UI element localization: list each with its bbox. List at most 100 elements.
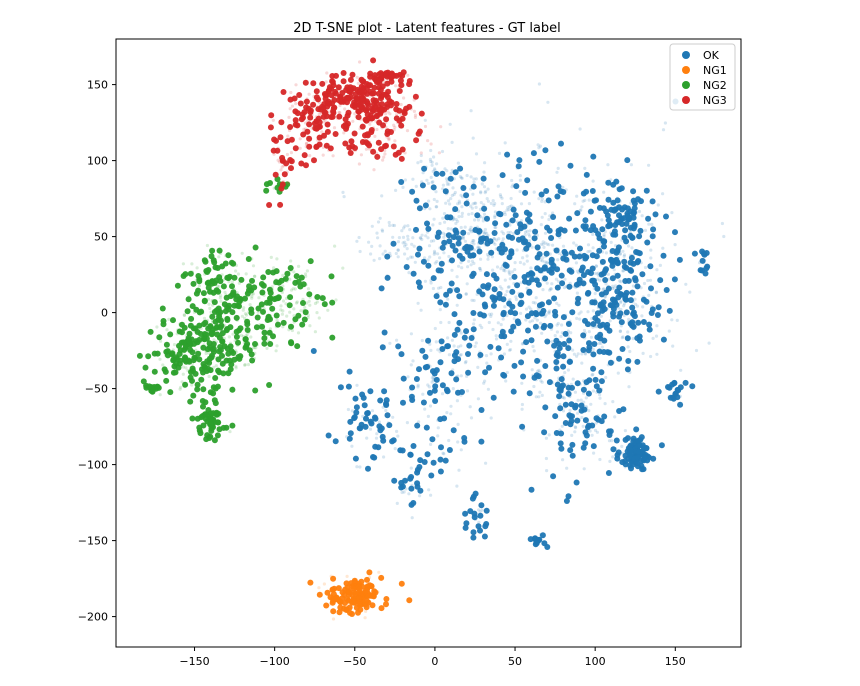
data-point-ng1 — [372, 589, 379, 596]
data-point-ok — [595, 272, 599, 276]
data-point-ok — [463, 239, 467, 243]
data-point-ok — [515, 236, 522, 243]
data-point-ng3 — [384, 112, 388, 116]
data-point-ng2 — [296, 331, 301, 335]
data-point-ok — [537, 82, 542, 86]
data-point-ok — [545, 299, 552, 306]
data-point-ok — [465, 389, 470, 393]
data-point-ok — [482, 523, 489, 530]
data-point-ok — [509, 303, 516, 310]
data-point-ok — [401, 235, 406, 239]
data-point-ok — [628, 349, 632, 354]
data-point-ng2 — [208, 427, 215, 434]
data-point-ng2 — [220, 283, 227, 290]
data-point-ng3 — [287, 115, 291, 119]
data-point-ok — [531, 235, 538, 242]
data-point-ok — [470, 298, 474, 302]
data-point-ng2 — [236, 316, 240, 320]
data-point-ng3 — [406, 73, 410, 77]
data-point-ok — [599, 314, 603, 318]
data-point-ok — [608, 256, 615, 263]
data-point-ng2 — [263, 187, 270, 194]
data-point-ng2 — [185, 296, 192, 303]
data-point-ng3 — [395, 113, 399, 117]
data-point-ok — [621, 258, 628, 265]
data-point-ok — [421, 392, 425, 396]
data-point-ok — [618, 252, 622, 256]
data-point-ok — [566, 283, 573, 290]
data-point-ng3 — [374, 153, 381, 160]
data-point-ng3 — [319, 103, 325, 110]
data-point-ok — [573, 430, 577, 434]
data-point-ng3 — [380, 97, 385, 101]
data-point-ng2 — [292, 270, 296, 274]
data-point-ok — [395, 501, 399, 505]
data-point-ok — [646, 321, 653, 328]
data-point-ok — [544, 313, 548, 317]
data-point-ok — [590, 317, 594, 321]
data-point-ok — [626, 330, 630, 334]
data-point-ng2 — [170, 317, 176, 324]
data-point-ng2 — [220, 334, 225, 339]
data-point-ok — [647, 222, 651, 226]
data-point-ok — [461, 235, 465, 239]
data-point-ng3 — [288, 107, 292, 111]
data-point-ok — [620, 336, 624, 340]
data-point-ng2 — [244, 340, 251, 347]
data-point-ng3 — [280, 165, 284, 169]
data-point-ng3 — [311, 157, 317, 164]
data-point-ok — [525, 327, 531, 334]
data-point-ng2 — [254, 346, 258, 350]
data-point-ng2 — [245, 333, 249, 337]
data-point-ng3 — [340, 70, 347, 76]
data-point-ng2 — [223, 290, 227, 294]
data-point-ok — [528, 337, 535, 344]
data-point-ok — [579, 310, 583, 314]
data-point-ok — [577, 245, 583, 252]
data-point-ok — [394, 188, 398, 192]
data-point-ng2 — [261, 335, 268, 342]
data-point-ok — [458, 329, 462, 333]
data-point-ok — [478, 215, 482, 219]
data-point-ok — [350, 409, 354, 413]
data-point-ok — [629, 253, 633, 257]
data-point-ok — [594, 264, 599, 268]
data-point-ok — [393, 447, 397, 451]
data-point-ok — [419, 236, 423, 240]
data-point-ok — [596, 313, 601, 317]
data-point-ok — [580, 415, 584, 420]
data-point-ok — [588, 302, 593, 306]
data-point-ok — [505, 370, 509, 375]
data-point-ok — [613, 226, 617, 231]
data-point-ok — [491, 268, 495, 272]
data-point-ng2 — [211, 259, 218, 266]
data-point-ng2 — [292, 279, 299, 286]
data-point-ok — [519, 281, 523, 285]
data-point-ok — [500, 330, 504, 335]
data-point-ok — [464, 292, 468, 296]
data-point-ok — [640, 214, 644, 218]
data-point-ok — [489, 201, 493, 206]
data-point-ok — [550, 269, 554, 273]
data-point-ok — [458, 201, 462, 205]
data-point-ok — [470, 183, 477, 190]
data-point-ok — [388, 251, 392, 255]
data-point-ok — [540, 259, 545, 263]
data-point-ok — [480, 175, 487, 182]
data-point-ng2 — [205, 318, 209, 323]
data-point-ok — [649, 248, 653, 252]
data-point-ok — [446, 297, 450, 301]
data-point-ok — [449, 197, 453, 201]
x-tick-label: −100 — [260, 655, 290, 668]
data-point-ok — [540, 199, 544, 203]
data-point-ng3 — [405, 129, 410, 133]
data-point-ok — [567, 346, 572, 350]
data-point-ok — [628, 254, 635, 261]
data-point-ok — [449, 404, 453, 408]
data-point-ng2 — [220, 340, 224, 344]
data-point-ok — [536, 369, 540, 373]
data-point-ng3 — [339, 88, 344, 93]
data-point-ok — [566, 329, 570, 333]
data-point-ok — [416, 464, 423, 470]
data-point-ok — [472, 298, 476, 303]
